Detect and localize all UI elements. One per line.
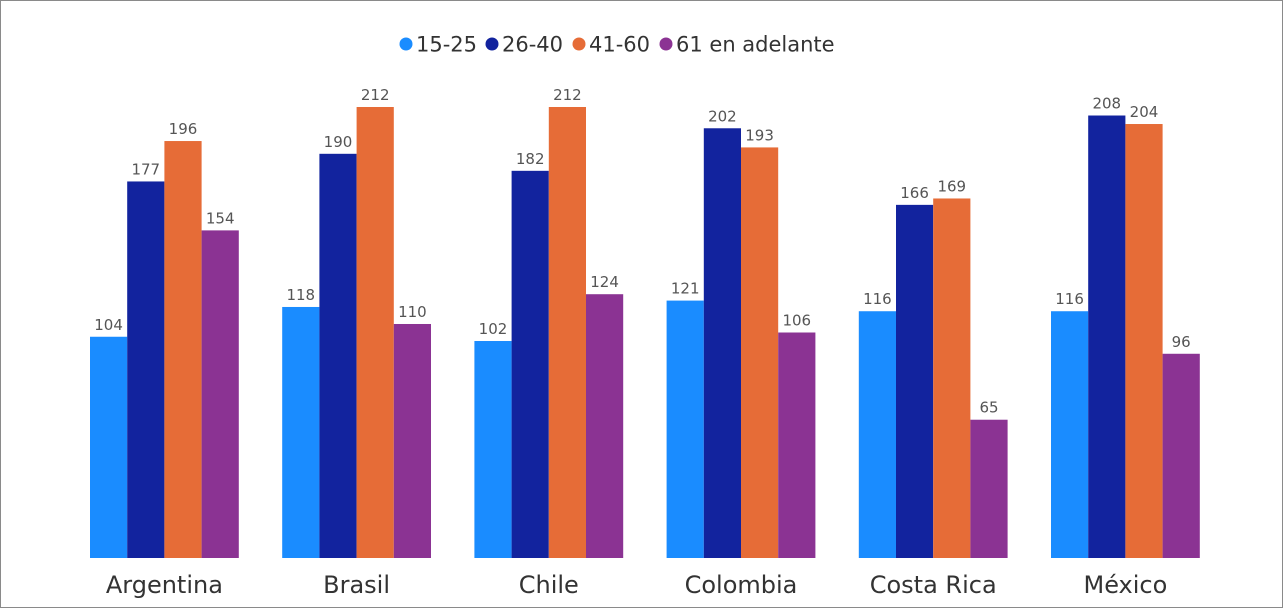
category-label-mexico: México — [1083, 571, 1167, 599]
bar-chile-41-60 — [548, 107, 586, 558]
category-label-costa-rica: Costa Rica — [870, 571, 997, 599]
bar-colombia-61-en-adelante — [778, 332, 816, 558]
bar-argentina-61-en-adelante — [201, 230, 239, 559]
category-axis: Argentina Brasil Chile Colombia Costa Rica Mé… — [106, 571, 1167, 599]
bar-mexico-26-40 — [1088, 115, 1126, 559]
bar-chile-26-40 — [511, 170, 549, 559]
bar-argentina-15-25 — [90, 336, 128, 558]
bar-series-group — [90, 107, 1200, 559]
bar-mexico-41-60 — [1125, 124, 1163, 559]
legend-label-26-40: 26-40 — [502, 33, 563, 57]
data-label-brasil-26-40: 190 — [324, 133, 353, 151]
category-label-chile: Chile — [519, 571, 579, 599]
bar-colombia-41-60 — [741, 147, 779, 559]
data-label-mexico-15-25: 116 — [1055, 290, 1084, 308]
bar-costa-rica-15-25 — [858, 311, 896, 558]
data-label-colombia-61-en-adelante: 106 — [782, 312, 811, 330]
data-label-colombia-26-40: 202 — [708, 107, 737, 125]
bar-argentina-26-40 — [127, 181, 165, 558]
data-label-chile-61-en-adelante: 124 — [590, 273, 619, 291]
data-label-argentina-41-60: 196 — [169, 120, 198, 138]
legend-marker-61-en-adelante — [659, 37, 673, 51]
bar-costa-rica-41-60 — [933, 198, 971, 558]
bar-colombia-26-40 — [703, 128, 741, 558]
data-label-costa-rica-26-40: 166 — [900, 184, 929, 202]
category-label-colombia: Colombia — [685, 571, 798, 599]
bar-brasil-15-25 — [282, 306, 320, 558]
data-label-brasil-61-en-adelante: 110 — [398, 303, 427, 321]
bar-mexico-15-25 — [1051, 311, 1089, 558]
data-label-group: 104 177 196 154 118 190 212 110 102 182 212 124 121 2… — [94, 86, 1190, 417]
category-label-brasil: Brasil — [323, 571, 390, 599]
bar-costa-rica-61-en-adelante — [970, 419, 1008, 558]
legend-marker-15-25 — [399, 37, 413, 51]
data-label-chile-26-40: 182 — [516, 150, 545, 168]
bar-argentina-41-60 — [164, 141, 202, 559]
data-label-argentina-26-40: 177 — [131, 160, 160, 178]
legend-marker-26-40 — [485, 37, 499, 51]
data-label-mexico-41-60: 204 — [1130, 103, 1159, 121]
bar-chile-61-en-adelante — [586, 294, 624, 558]
data-label-chile-15-25: 102 — [479, 320, 508, 338]
bar-colombia-15-25 — [666, 300, 704, 558]
bar-mexico-61-en-adelante — [1162, 353, 1200, 558]
legend-marker-41-60 — [572, 37, 586, 51]
data-label-costa-rica-15-25: 116 — [863, 290, 892, 308]
category-label-argentina: Argentina — [106, 571, 223, 599]
data-label-mexico-61-en-adelante: 96 — [1172, 333, 1191, 351]
bar-brasil-41-60 — [356, 107, 394, 558]
data-label-argentina-61-en-adelante: 154 — [206, 209, 235, 227]
legend-label-15-25: 15-25 — [416, 33, 477, 57]
data-label-chile-41-60: 212 — [553, 86, 582, 104]
data-label-costa-rica-61-en-adelante: 65 — [979, 399, 998, 417]
data-label-costa-rica-41-60: 169 — [937, 177, 966, 195]
legend-label-61-en-adelante: 61 en adelante — [676, 33, 835, 57]
data-label-colombia-41-60: 193 — [745, 126, 774, 144]
legend-label-41-60: 41-60 — [589, 33, 650, 57]
data-label-brasil-41-60: 212 — [361, 86, 390, 104]
bar-costa-rica-26-40 — [896, 204, 934, 558]
bar-brasil-61-en-adelante — [393, 323, 431, 558]
data-label-brasil-15-25: 118 — [286, 286, 315, 304]
bar-chile-15-25 — [474, 341, 512, 558]
data-label-mexico-26-40: 208 — [1092, 95, 1121, 113]
data-label-argentina-15-25: 104 — [94, 316, 123, 334]
bar-brasil-26-40 — [319, 153, 357, 558]
chart-legend: 15-25 26-40 41-60 61 en adelante — [399, 33, 835, 57]
data-label-colombia-15-25: 121 — [671, 280, 700, 298]
